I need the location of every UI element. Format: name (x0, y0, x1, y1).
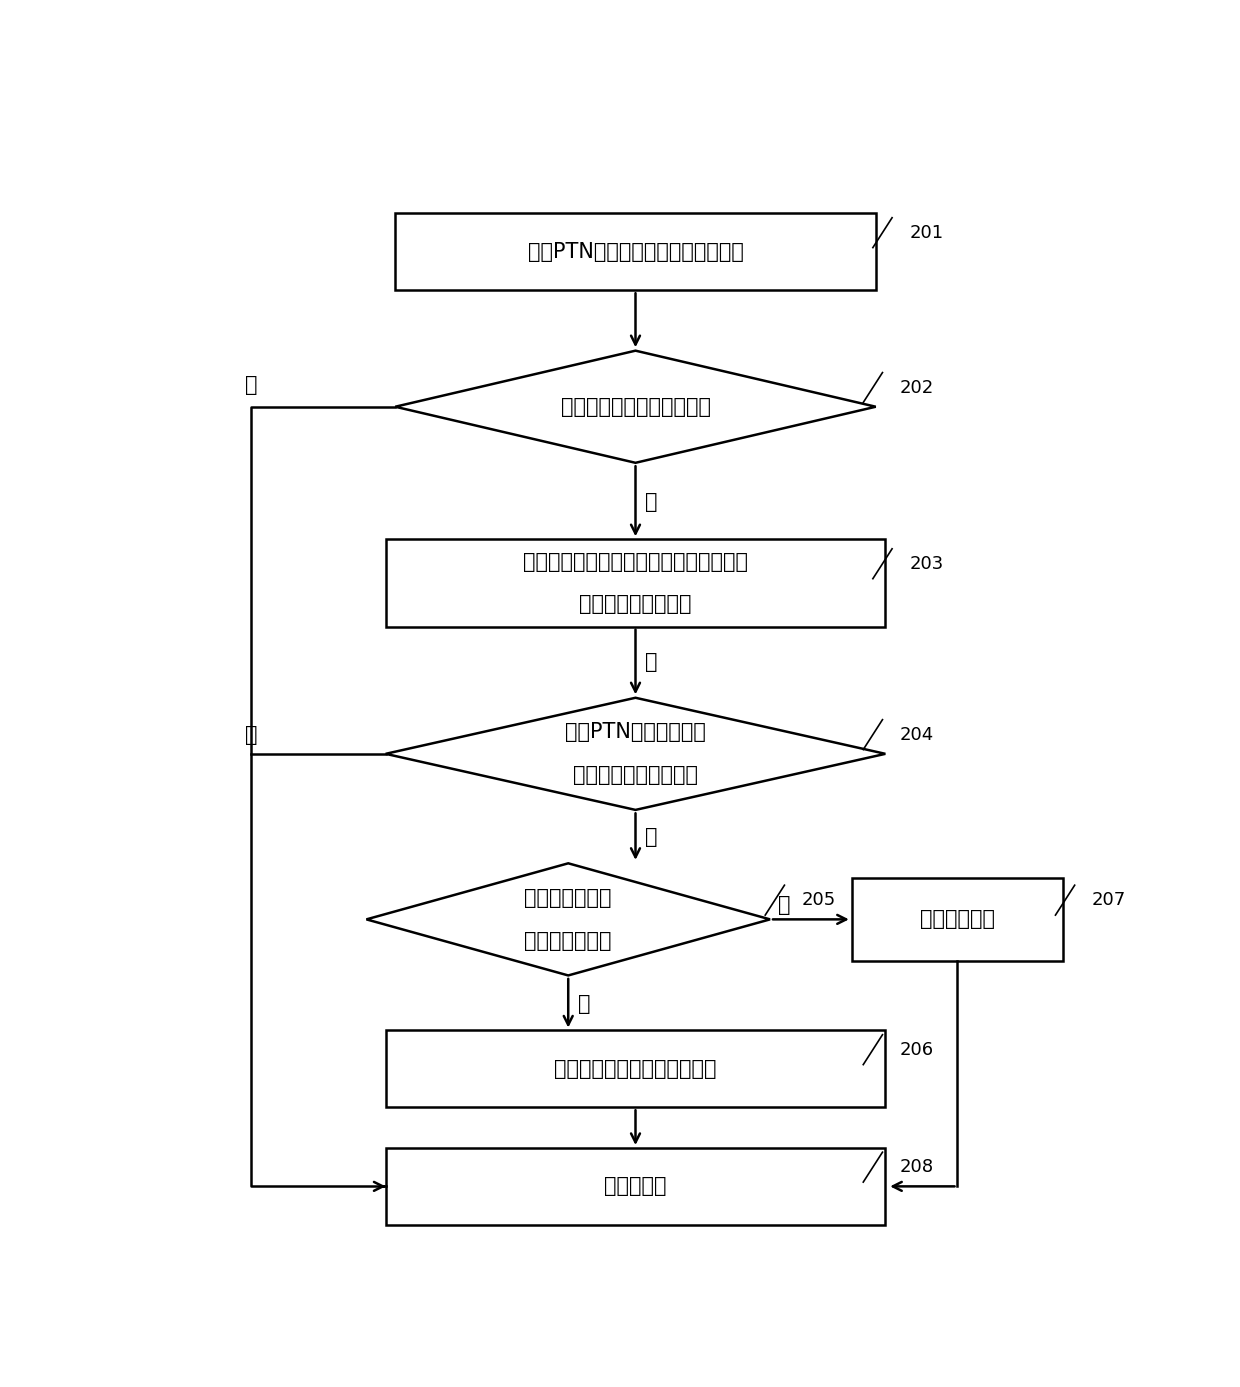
Bar (852, 878, 1063, 961)
Text: 204: 204 (900, 725, 934, 743)
Text: 查找硬件故障: 查找硬件故障 (920, 910, 994, 929)
Polygon shape (386, 698, 885, 810)
Text: 208: 208 (900, 1158, 934, 1176)
Text: 是: 是 (244, 376, 258, 395)
Text: 查询保护路径或: 查询保护路径或 (525, 888, 613, 908)
Text: 判断拓扑断点是否在支链上: 判断拓扑断点是否在支链上 (560, 397, 711, 416)
Text: 否: 否 (777, 896, 790, 915)
Text: 口的所有路径或隧道: 口的所有路径或隧道 (579, 594, 692, 614)
Bar (386, 1148, 885, 1225)
Text: 201: 201 (909, 223, 944, 241)
Polygon shape (396, 351, 875, 463)
Text: 查询PTN业务路径是否: 查询PTN业务路径是否 (565, 723, 706, 742)
Text: 以任意一个端口为依据，查询通过所述端: 以任意一个端口为依据，查询通过所述端 (523, 552, 748, 571)
Text: 否: 否 (645, 492, 657, 512)
Text: 202: 202 (900, 379, 934, 397)
Polygon shape (367, 863, 770, 975)
Text: 是: 是 (645, 652, 657, 671)
Bar (386, 540, 885, 627)
Text: 隧道是否有告警: 隧道是否有告警 (525, 931, 613, 950)
Text: 定位故障点: 定位故障点 (604, 1176, 667, 1197)
Text: 206: 206 (900, 1040, 934, 1058)
Bar (386, 1031, 885, 1107)
Text: 根据PTN业务路径搜索传输端口告警: 根据PTN业务路径搜索传输端口告警 (527, 241, 744, 262)
Text: 有备用业务路径或隧道: 有备用业务路径或隧道 (573, 766, 698, 785)
Text: 是: 是 (645, 827, 657, 847)
Text: 否: 否 (244, 724, 258, 745)
Text: 是: 是 (578, 993, 590, 1014)
Text: 查找告警端口对应的拓扑断点: 查找告警端口对应的拓扑断点 (554, 1058, 717, 1079)
Text: 203: 203 (909, 555, 944, 573)
Bar (396, 214, 875, 290)
Text: 207: 207 (1092, 892, 1126, 908)
Text: 205: 205 (802, 892, 836, 908)
